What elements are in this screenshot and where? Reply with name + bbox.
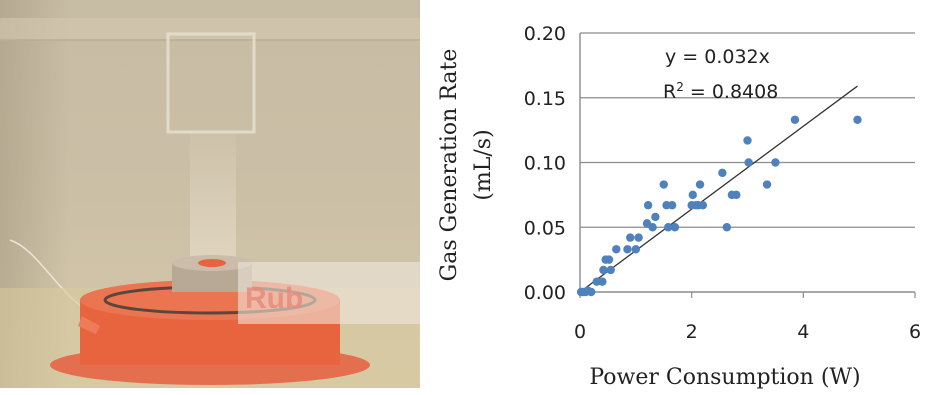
experiment-photo: Rub: [0, 0, 420, 388]
x-tick-label: 2: [686, 321, 698, 343]
data-point: [670, 223, 680, 232]
data-point: [667, 201, 677, 210]
y-tick-label: 0.05: [524, 217, 566, 239]
data-point: [586, 287, 596, 297]
x-axis-title: Power Consumption (W): [589, 365, 860, 390]
data-point: [631, 245, 641, 254]
data-point: [722, 223, 732, 232]
data-point: [643, 201, 653, 210]
water-surface: [0, 18, 420, 40]
brand-text: Rub: [245, 282, 303, 315]
label-overlay: [238, 262, 420, 324]
r-squared-prefix: R: [663, 81, 676, 103]
data-point: [659, 180, 668, 189]
y-tick-label: 0.00: [524, 282, 566, 304]
data-point: [695, 180, 705, 189]
y-axis-title-line1: Gas Generation Rate: [437, 49, 462, 282]
data-points: [576, 115, 862, 297]
gas-bubble-stream: [190, 132, 236, 262]
data-point: [718, 168, 727, 178]
y-tick-label: 0.15: [524, 88, 566, 110]
y-axis-title-line2: (mL/s): [471, 129, 496, 200]
y-tick-label: 0.20: [524, 23, 566, 45]
data-point: [762, 180, 772, 189]
x-tick-label: 4: [797, 321, 809, 343]
tick-labels: 0.00 0.05 0.10 0.15 0.20 0 2 4 6: [524, 23, 921, 343]
data-point: [744, 158, 753, 167]
data-point: [604, 255, 614, 264]
data-point: [743, 136, 752, 145]
trendline: [579, 85, 858, 293]
data-point: [771, 158, 780, 167]
chart-canvas: 0.000.050.100.150.200 2 4 6 y = 0.032x R2 =…: [437, 23, 921, 390]
photo-illustration: Rub: [0, 0, 420, 388]
data-point: [634, 233, 643, 242]
data-point: [612, 245, 621, 254]
data-point: [698, 201, 708, 210]
data-point: [599, 265, 608, 275]
base-tab: [78, 316, 100, 334]
data-point: [623, 245, 632, 254]
data-point: [853, 115, 862, 124]
scatter-chart: 0.00 0.05 0.10 0.15 0.20 0 2 4 6 y = 0.032x R2 =…: [420, 0, 927, 390]
data-point: [688, 190, 697, 200]
y-tick-label: 0.10: [524, 153, 566, 175]
data-point: [598, 277, 607, 286]
r-squared-superscript: 2: [676, 80, 684, 94]
electrode-hole: [198, 259, 226, 267]
trendline-equation: y = 0.032x: [665, 46, 770, 68]
data-point: [732, 190, 741, 200]
r-squared-label: R2 = 0.8408: [663, 80, 778, 103]
x-tick-label: 6: [909, 321, 921, 343]
data-point: [626, 233, 635, 242]
data-point: [606, 265, 615, 275]
data-point: [790, 115, 800, 124]
data-point: [651, 212, 660, 222]
x-tick-label: 0: [574, 321, 586, 343]
data-point: [664, 223, 673, 232]
data-point: [648, 223, 657, 232]
r-squared-value: = 0.8408: [684, 81, 778, 103]
trendline-group: [579, 85, 858, 293]
